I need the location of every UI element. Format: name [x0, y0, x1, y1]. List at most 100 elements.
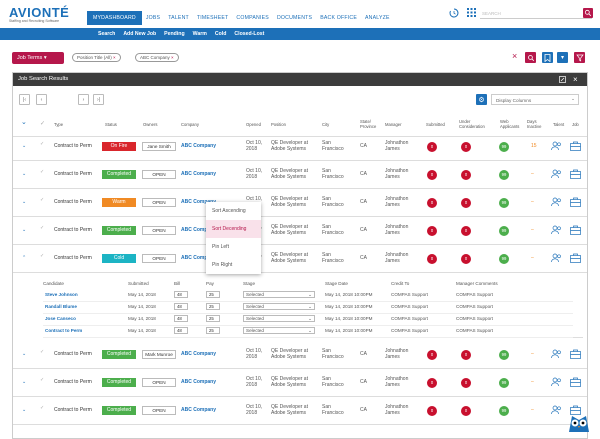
filter-chip-position[interactable]: Position Title (All) ×	[72, 53, 121, 62]
table-row[interactable]: ⌄ ✓ Contract to Perm Warm OPEN ABC Company Oct…	[13, 189, 587, 217]
table-row[interactable]: ⌄ ✓ Contract to Perm Completed OPEN ABC Compa…	[13, 397, 587, 425]
status-badge[interactable]: Completed	[102, 378, 136, 387]
candidate-link[interactable]: Contract to Perm	[45, 328, 83, 333]
web-applicants-count[interactable]: 99	[499, 406, 509, 416]
nav-dashboard[interactable]: myDASHBOARD	[87, 11, 142, 25]
subnav-closed-lost[interactable]: Closed-Lost	[234, 31, 265, 37]
history-icon[interactable]	[448, 7, 459, 18]
submitted-count[interactable]: 0	[427, 226, 437, 236]
subnav-add-new-job[interactable]: Add New Job	[123, 31, 157, 37]
job-terms-dropdown[interactable]: Job Terms ▾	[12, 52, 64, 64]
submitted-count[interactable]: 0	[427, 378, 437, 388]
col-opened[interactable]: Opened	[246, 122, 261, 127]
status-badge[interactable]: Completed	[102, 406, 136, 415]
col-web-applicants[interactable]: Web Applicants	[500, 119, 520, 129]
briefcase-icon[interactable]	[570, 349, 581, 362]
owner-field[interactable]: OPEN	[142, 378, 176, 387]
owner-field[interactable]: OPEN	[142, 170, 176, 179]
settings-button[interactable]: ⚙	[476, 94, 487, 105]
subnav-pending[interactable]: Pending	[164, 31, 185, 37]
owner-field[interactable]: Jane Smith	[142, 142, 176, 151]
under-consideration-count[interactable]: 0	[461, 226, 471, 236]
web-applicants-count[interactable]: 99	[499, 350, 509, 360]
status-badge[interactable]: Completed	[102, 170, 136, 179]
global-search-button[interactable]	[583, 8, 593, 18]
candidate-link[interactable]: Jose Canseco	[45, 316, 76, 321]
talent-group-icon[interactable]	[551, 253, 562, 266]
briefcase-icon[interactable]	[570, 377, 581, 390]
talent-group-icon[interactable]	[551, 169, 562, 182]
col-submitted[interactable]: Submitted	[426, 122, 445, 127]
company-link[interactable]: ABC Company	[181, 407, 217, 413]
pay-input[interactable]: 25	[206, 291, 220, 298]
nav-timesheet[interactable]: TIMESHEET	[196, 15, 229, 21]
col-status[interactable]: Status	[105, 122, 117, 127]
chevron-down-icon[interactable]: ⌄	[22, 143, 27, 149]
subnav-search[interactable]: Search	[98, 31, 116, 37]
web-applicants-count[interactable]: 99	[499, 198, 509, 208]
filter-search-button[interactable]	[525, 52, 536, 63]
briefcase-icon[interactable]	[570, 253, 581, 266]
company-link[interactable]: ABC Company	[181, 199, 217, 205]
under-consideration-count[interactable]: 0	[461, 350, 471, 360]
stage-select[interactable]: Selected ⌄	[243, 303, 315, 310]
chevron-down-icon[interactable]: ⌄	[22, 171, 27, 177]
col-under-consideration[interactable]: Under Consideration	[459, 119, 485, 129]
col-manager[interactable]: Manager	[385, 122, 402, 127]
submitted-count[interactable]: 0	[427, 254, 437, 264]
talent-group-icon[interactable]	[551, 141, 562, 154]
briefcase-icon[interactable]	[570, 225, 581, 238]
briefcase-icon[interactable]	[570, 405, 581, 418]
owner-field[interactable]: OPEN	[142, 254, 176, 263]
table-row[interactable]: ⌄ ✓ Contract to Perm Completed OPEN ABC Compa…	[13, 217, 587, 245]
web-applicants-count[interactable]: 99	[499, 254, 509, 264]
bookmark-button[interactable]	[542, 52, 553, 63]
talent-group-icon[interactable]	[551, 405, 562, 418]
chevron-down-icon[interactable]: ⌄	[22, 227, 27, 233]
col-company[interactable]: Company	[181, 122, 199, 127]
owner-field[interactable]: OPEN	[142, 198, 176, 207]
submitted-count[interactable]: 0	[427, 198, 437, 208]
stage-select[interactable]: Selected ⌄	[243, 327, 315, 334]
nav-back-office[interactable]: BACK OFFICE	[320, 15, 357, 21]
under-consideration-count[interactable]: 0	[461, 406, 471, 416]
under-consideration-count[interactable]: 0	[461, 254, 471, 264]
submitted-count[interactable]: 0	[427, 350, 437, 360]
briefcase-icon[interactable]	[570, 197, 581, 210]
pin-left-option[interactable]: Pin Left	[212, 244, 229, 250]
chevron-down-icon[interactable]: ⌄	[22, 351, 27, 357]
bill-input[interactable]: 48	[174, 303, 188, 310]
nav-talent[interactable]: TALENT	[168, 15, 189, 21]
row-checkbox[interactable]: ✓	[40, 349, 45, 355]
web-applicants-count[interactable]: 99	[499, 170, 509, 180]
sort-ascending-option[interactable]: Sort Ascending	[212, 208, 246, 214]
more-options-button[interactable]: ▾	[557, 52, 568, 63]
filter-chip-company[interactable]: ABC Company ×	[135, 53, 179, 62]
nav-companies[interactable]: COMPANIES	[236, 15, 269, 21]
talent-group-icon[interactable]	[551, 197, 562, 210]
chevron-down-icon[interactable]: ⌄	[22, 407, 27, 413]
table-row[interactable]: ⌄ ✓ Contract to Perm Completed OPEN ABC Compa…	[13, 369, 587, 397]
col-job[interactable]: Job	[572, 122, 579, 127]
web-applicants-count[interactable]: 99	[499, 142, 509, 152]
next-page-button[interactable]: ›	[78, 94, 89, 105]
briefcase-icon[interactable]	[570, 169, 581, 182]
close-icon[interactable]: ×	[113, 55, 116, 60]
row-checkbox[interactable]: ✓	[40, 377, 45, 383]
reset-filter-button[interactable]	[574, 52, 585, 63]
close-panel-icon[interactable]: ×	[573, 75, 578, 84]
nav-jobs[interactable]: JOBS	[145, 15, 161, 21]
row-checkbox[interactable]: ✓	[40, 405, 45, 411]
company-link[interactable]: ABC Company	[181, 227, 217, 233]
col-days-inactive[interactable]: Days Inactive	[527, 119, 542, 129]
candidate-link[interactable]: Steve Johnson	[45, 292, 78, 297]
status-badge[interactable]: Completed	[102, 350, 136, 359]
col-city[interactable]: City	[322, 122, 330, 127]
owner-field[interactable]: OPEN	[142, 406, 176, 415]
company-link[interactable]: ABC Company	[181, 171, 217, 177]
assistant-owl-icon[interactable]	[566, 410, 592, 436]
status-badge[interactable]: Cold	[102, 254, 136, 263]
briefcase-icon[interactable]	[570, 141, 581, 154]
global-search-input[interactable]: SEARCH	[480, 8, 592, 19]
